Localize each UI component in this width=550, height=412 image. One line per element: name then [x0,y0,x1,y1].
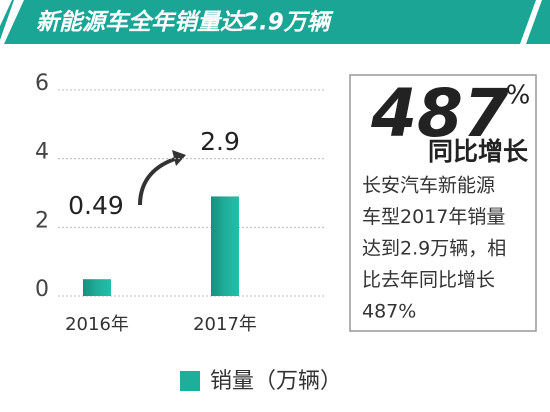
header-stripe [0,0,24,44]
y-tick-label: 0 [35,277,49,302]
header-stripe [0,0,12,26]
value-label: 0.49 [68,191,124,220]
y-tick-label: 6 [35,71,49,96]
callout-box [349,74,537,332]
legend-label: 销量（万辆） [210,369,342,394]
callout-text: 487% [362,301,416,323]
callout-label: 同比增长 [428,137,529,166]
header-band [0,0,550,44]
value-label: 2.9 [200,127,240,156]
callout-unit: % [506,81,531,111]
callout-text: 车型2017年销量 [362,206,505,228]
callout-value: 487 [370,75,509,152]
y-tick-label: 4 [35,140,49,165]
header-stripe [520,0,542,44]
y-tick-label: 2 [35,208,49,233]
x-tick-label: 2017年 [193,314,257,335]
legend-swatch [180,371,200,391]
arrow [138,156,179,206]
bar [211,196,239,296]
bar [83,279,111,296]
callout-text: 比去年同比增长 [362,269,495,291]
chart-title: 新能源车全年销量达2.9万辆 [36,9,334,36]
callout-text: 达到2.9万辆，相 [362,238,506,260]
x-tick-label: 2016年 [65,314,129,335]
callout-text: 长安汽车新能源 [362,175,495,197]
arrow-head [172,150,186,166]
